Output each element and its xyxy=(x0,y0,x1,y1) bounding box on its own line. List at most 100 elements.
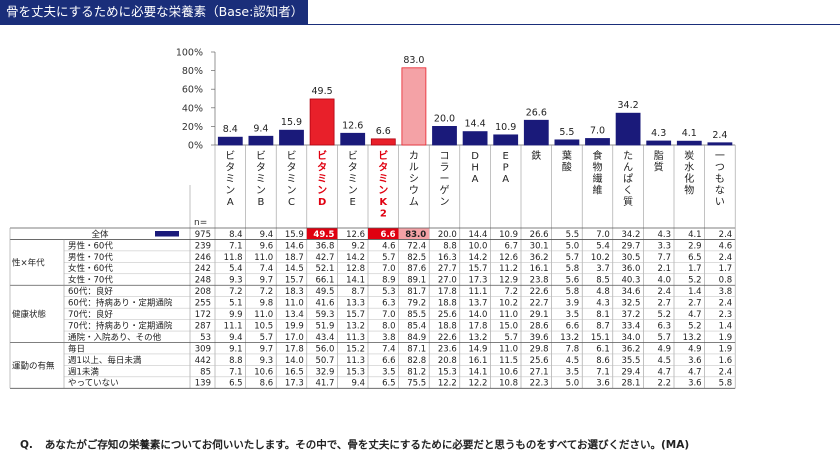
cell-value: 14.9 xyxy=(468,344,487,354)
cell-value: 14.1 xyxy=(346,276,365,286)
cell-value: 37.2 xyxy=(621,310,640,320)
bar-8 xyxy=(432,126,457,146)
cell-value: 75.5 xyxy=(407,379,426,389)
cell-value: 12.6 xyxy=(499,253,518,263)
cell-value: 9.4 xyxy=(260,230,274,240)
category-header-label: 葉酸 xyxy=(562,149,572,174)
bar-14 xyxy=(615,112,641,146)
cell-value: 29.1 xyxy=(530,310,549,320)
cell-value: 9.9 xyxy=(229,310,243,320)
cell-value: 23.8 xyxy=(530,276,549,286)
cell-value: 13.2 xyxy=(683,333,702,343)
cell-value: 40.3 xyxy=(621,276,640,286)
cell-value: 17.0 xyxy=(285,333,304,343)
row-n: 309 xyxy=(195,344,211,354)
cell-value: 13.7 xyxy=(468,299,487,309)
cell-value: 32.5 xyxy=(621,299,640,309)
cell-value: 25.6 xyxy=(530,356,549,366)
cell-value: 5.0 xyxy=(566,241,580,251)
cell-value: 6.6 xyxy=(566,321,580,331)
cell-value: 7.7 xyxy=(657,253,671,263)
bar-2 xyxy=(248,135,274,146)
cell-value: 9.4 xyxy=(351,379,365,389)
cell-value: 14.1 xyxy=(468,367,487,377)
cell-value: 12.8 xyxy=(346,264,365,274)
category-header-label: ビタミン K 2 xyxy=(378,149,388,220)
highlight-cell xyxy=(398,228,430,240)
bar-12 xyxy=(554,139,580,146)
cell-value: 5.7 xyxy=(566,253,580,263)
category-header-label: たんぱく質 xyxy=(623,150,633,208)
cell-value: 5.6 xyxy=(566,276,580,286)
cell-value: 10.2 xyxy=(499,299,518,309)
row-label: 男性・60代 xyxy=(68,240,113,251)
bar-13 xyxy=(585,138,610,146)
legend-swatch xyxy=(155,231,179,237)
cell-value: 1.4 xyxy=(688,287,702,297)
cell-value: 4.6 xyxy=(719,241,733,251)
bar-value-label: 7.0 xyxy=(590,125,605,136)
cell-value: 26.6 xyxy=(530,230,549,240)
cell-value: 5.7 xyxy=(382,253,396,263)
cell-value: 27.0 xyxy=(438,276,457,286)
cell-value: 6.6 xyxy=(381,230,396,240)
cell-value: 7.8 xyxy=(566,344,580,354)
cell-value: 13.2 xyxy=(346,321,365,331)
title-underline xyxy=(0,24,840,25)
cell-value: 9.1 xyxy=(229,344,243,354)
cell-value: 50.7 xyxy=(315,356,334,366)
cell-value: 22.7 xyxy=(530,299,549,309)
cell-value: 8.4 xyxy=(229,230,243,240)
cell-value: 5.8 xyxy=(566,264,580,274)
row-n: 255 xyxy=(195,299,211,309)
cell-value: 5.2 xyxy=(688,276,702,286)
bar-10 xyxy=(493,134,519,146)
cell-value: 52.1 xyxy=(315,264,334,274)
cell-value: 5.2 xyxy=(657,310,671,320)
cell-value: 8.9 xyxy=(382,276,396,286)
cell-value: 11.2 xyxy=(499,264,518,274)
cell-value: 7.4 xyxy=(382,344,396,354)
cell-value: 10.6 xyxy=(499,367,518,377)
cell-value: 33.4 xyxy=(621,321,640,331)
row-label: 毎日 xyxy=(68,343,85,354)
cell-value: 8.1 xyxy=(596,310,610,320)
cell-value: 14.4 xyxy=(468,230,487,240)
cell-value: 7.2 xyxy=(229,287,243,297)
cell-value: 4.5 xyxy=(566,356,580,366)
bar-value-label: 34.2 xyxy=(618,100,639,111)
cell-value: 12.9 xyxy=(499,276,518,286)
cell-value: 5.3 xyxy=(382,287,396,297)
cell-value: 5.4 xyxy=(229,264,243,274)
cell-value: 29.8 xyxy=(530,344,549,354)
row-label: 60代：持病あり・定期通院 xyxy=(68,298,173,309)
cell-value: 49.5 xyxy=(313,230,334,240)
cell-value: 8.8 xyxy=(443,241,457,251)
cell-value: 32.9 xyxy=(315,367,334,377)
cell-value: 42.7 xyxy=(315,253,334,263)
row-n: 242 xyxy=(195,264,211,274)
y-tick-label: 40% xyxy=(182,103,203,114)
cell-value: 5.7 xyxy=(657,333,671,343)
cell-value: 10.6 xyxy=(254,367,273,377)
cell-value: 9.7 xyxy=(260,344,274,354)
cell-value: 27.1 xyxy=(530,367,549,377)
cell-value: 4.6 xyxy=(382,241,396,251)
cell-value: 5.2 xyxy=(688,321,702,331)
cell-value: 18.8 xyxy=(438,299,457,309)
cell-value: 29.4 xyxy=(621,367,640,377)
cell-value: 7.2 xyxy=(260,287,274,297)
cell-value: 15.9 xyxy=(285,230,304,240)
cell-value: 9.8 xyxy=(260,299,274,309)
cell-value: 36.2 xyxy=(621,344,640,354)
cell-value: 11.0 xyxy=(499,310,518,320)
bar-17 xyxy=(707,142,733,146)
cell-value: 16.1 xyxy=(468,356,487,366)
cell-value: 82.5 xyxy=(407,253,426,263)
cell-value: 7.1 xyxy=(229,241,243,251)
bar-value-label: 10.9 xyxy=(495,122,516,133)
cell-value: 34.6 xyxy=(621,287,640,297)
bar-value-label: 6.6 xyxy=(376,126,391,137)
cell-value: 15.7 xyxy=(285,276,304,286)
cell-value: 28.1 xyxy=(621,379,640,389)
